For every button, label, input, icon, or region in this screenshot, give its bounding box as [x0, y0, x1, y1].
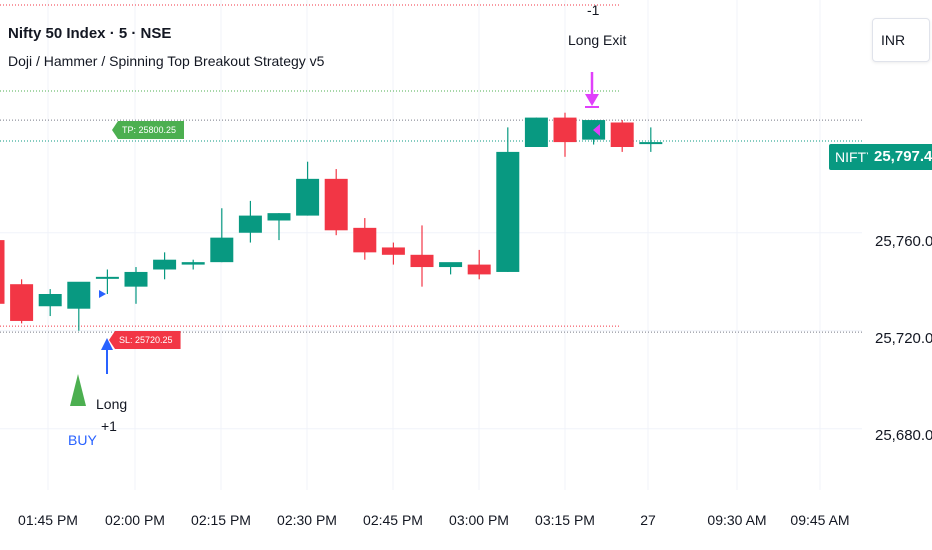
candle-body — [639, 142, 663, 145]
candle-body — [610, 122, 634, 147]
buy-triangle-icon — [70, 374, 86, 406]
candle-body — [296, 178, 320, 216]
price-axis-label: 25,720.00 — [875, 330, 932, 347]
time-axis-label: 02:45 PM — [363, 512, 423, 528]
candle-body — [267, 213, 291, 221]
time-axis-label: 01:45 PM — [18, 512, 78, 528]
candle-body — [153, 259, 177, 270]
entry-arrow-head-icon — [101, 338, 113, 350]
candle-body — [238, 215, 262, 233]
strategy-title[interactable]: Doji / Hammer / Spinning Top Breakout St… — [8, 53, 325, 69]
long-entry-qty: +1 — [101, 418, 117, 434]
long-entry-text: Long — [96, 396, 128, 412]
exit-marker-icon — [593, 124, 600, 136]
entry-marker-icon — [99, 290, 106, 298]
candle-body — [524, 117, 548, 147]
candle-body — [124, 271, 148, 287]
candle-body — [67, 281, 91, 309]
candle-body — [381, 247, 405, 255]
chart-header: Nifty 50 Index · 5 · NSE Doji / Hammer /… — [8, 24, 324, 71]
time-axis-label: 03:15 PM — [535, 512, 595, 528]
time-axis-label: 09:45 AM — [790, 512, 850, 528]
candle-body — [181, 262, 205, 265]
take-profit-label: TP: 25800.25 — [112, 121, 185, 139]
candle-body — [467, 264, 491, 275]
current-price-tag: 25,797.45 — [868, 144, 932, 170]
candle-body — [353, 227, 377, 253]
stop-loss-label: SL: 25720.25 — [109, 331, 181, 349]
candle-body — [38, 294, 62, 307]
time-axis-label: 02:30 PM — [277, 512, 337, 528]
candle-body — [410, 254, 434, 268]
time-axis-label: 02:00 PM — [105, 512, 165, 528]
candle-body — [439, 262, 463, 268]
exit-arrow-head-icon — [585, 94, 599, 106]
long-exit-text: Long Exit — [568, 32, 627, 48]
price-axis-label: 25,680.00 — [875, 427, 932, 444]
price-axis-label: 25,760.00 — [875, 233, 932, 250]
time-axis-label: 27 — [640, 512, 656, 528]
candle-body — [95, 276, 119, 279]
symbol-title[interactable]: Nifty 50 Index · 5 · NSE — [8, 25, 172, 42]
time-axis-label: 09:30 AM — [707, 512, 767, 528]
candle-body — [0, 240, 5, 304]
candle-body — [553, 117, 577, 143]
candle-body — [324, 178, 348, 231]
long-exit-qty: -1 — [587, 2, 600, 18]
time-axis-label: 02:15 PM — [191, 512, 251, 528]
time-axis-label: 03:00 PM — [449, 512, 509, 528]
buy-signal-text: BUY — [68, 432, 97, 448]
candle-body — [10, 284, 34, 321]
currency-button[interactable]: INR — [872, 18, 930, 62]
candle-body — [496, 151, 520, 272]
candle-body — [210, 237, 234, 263]
